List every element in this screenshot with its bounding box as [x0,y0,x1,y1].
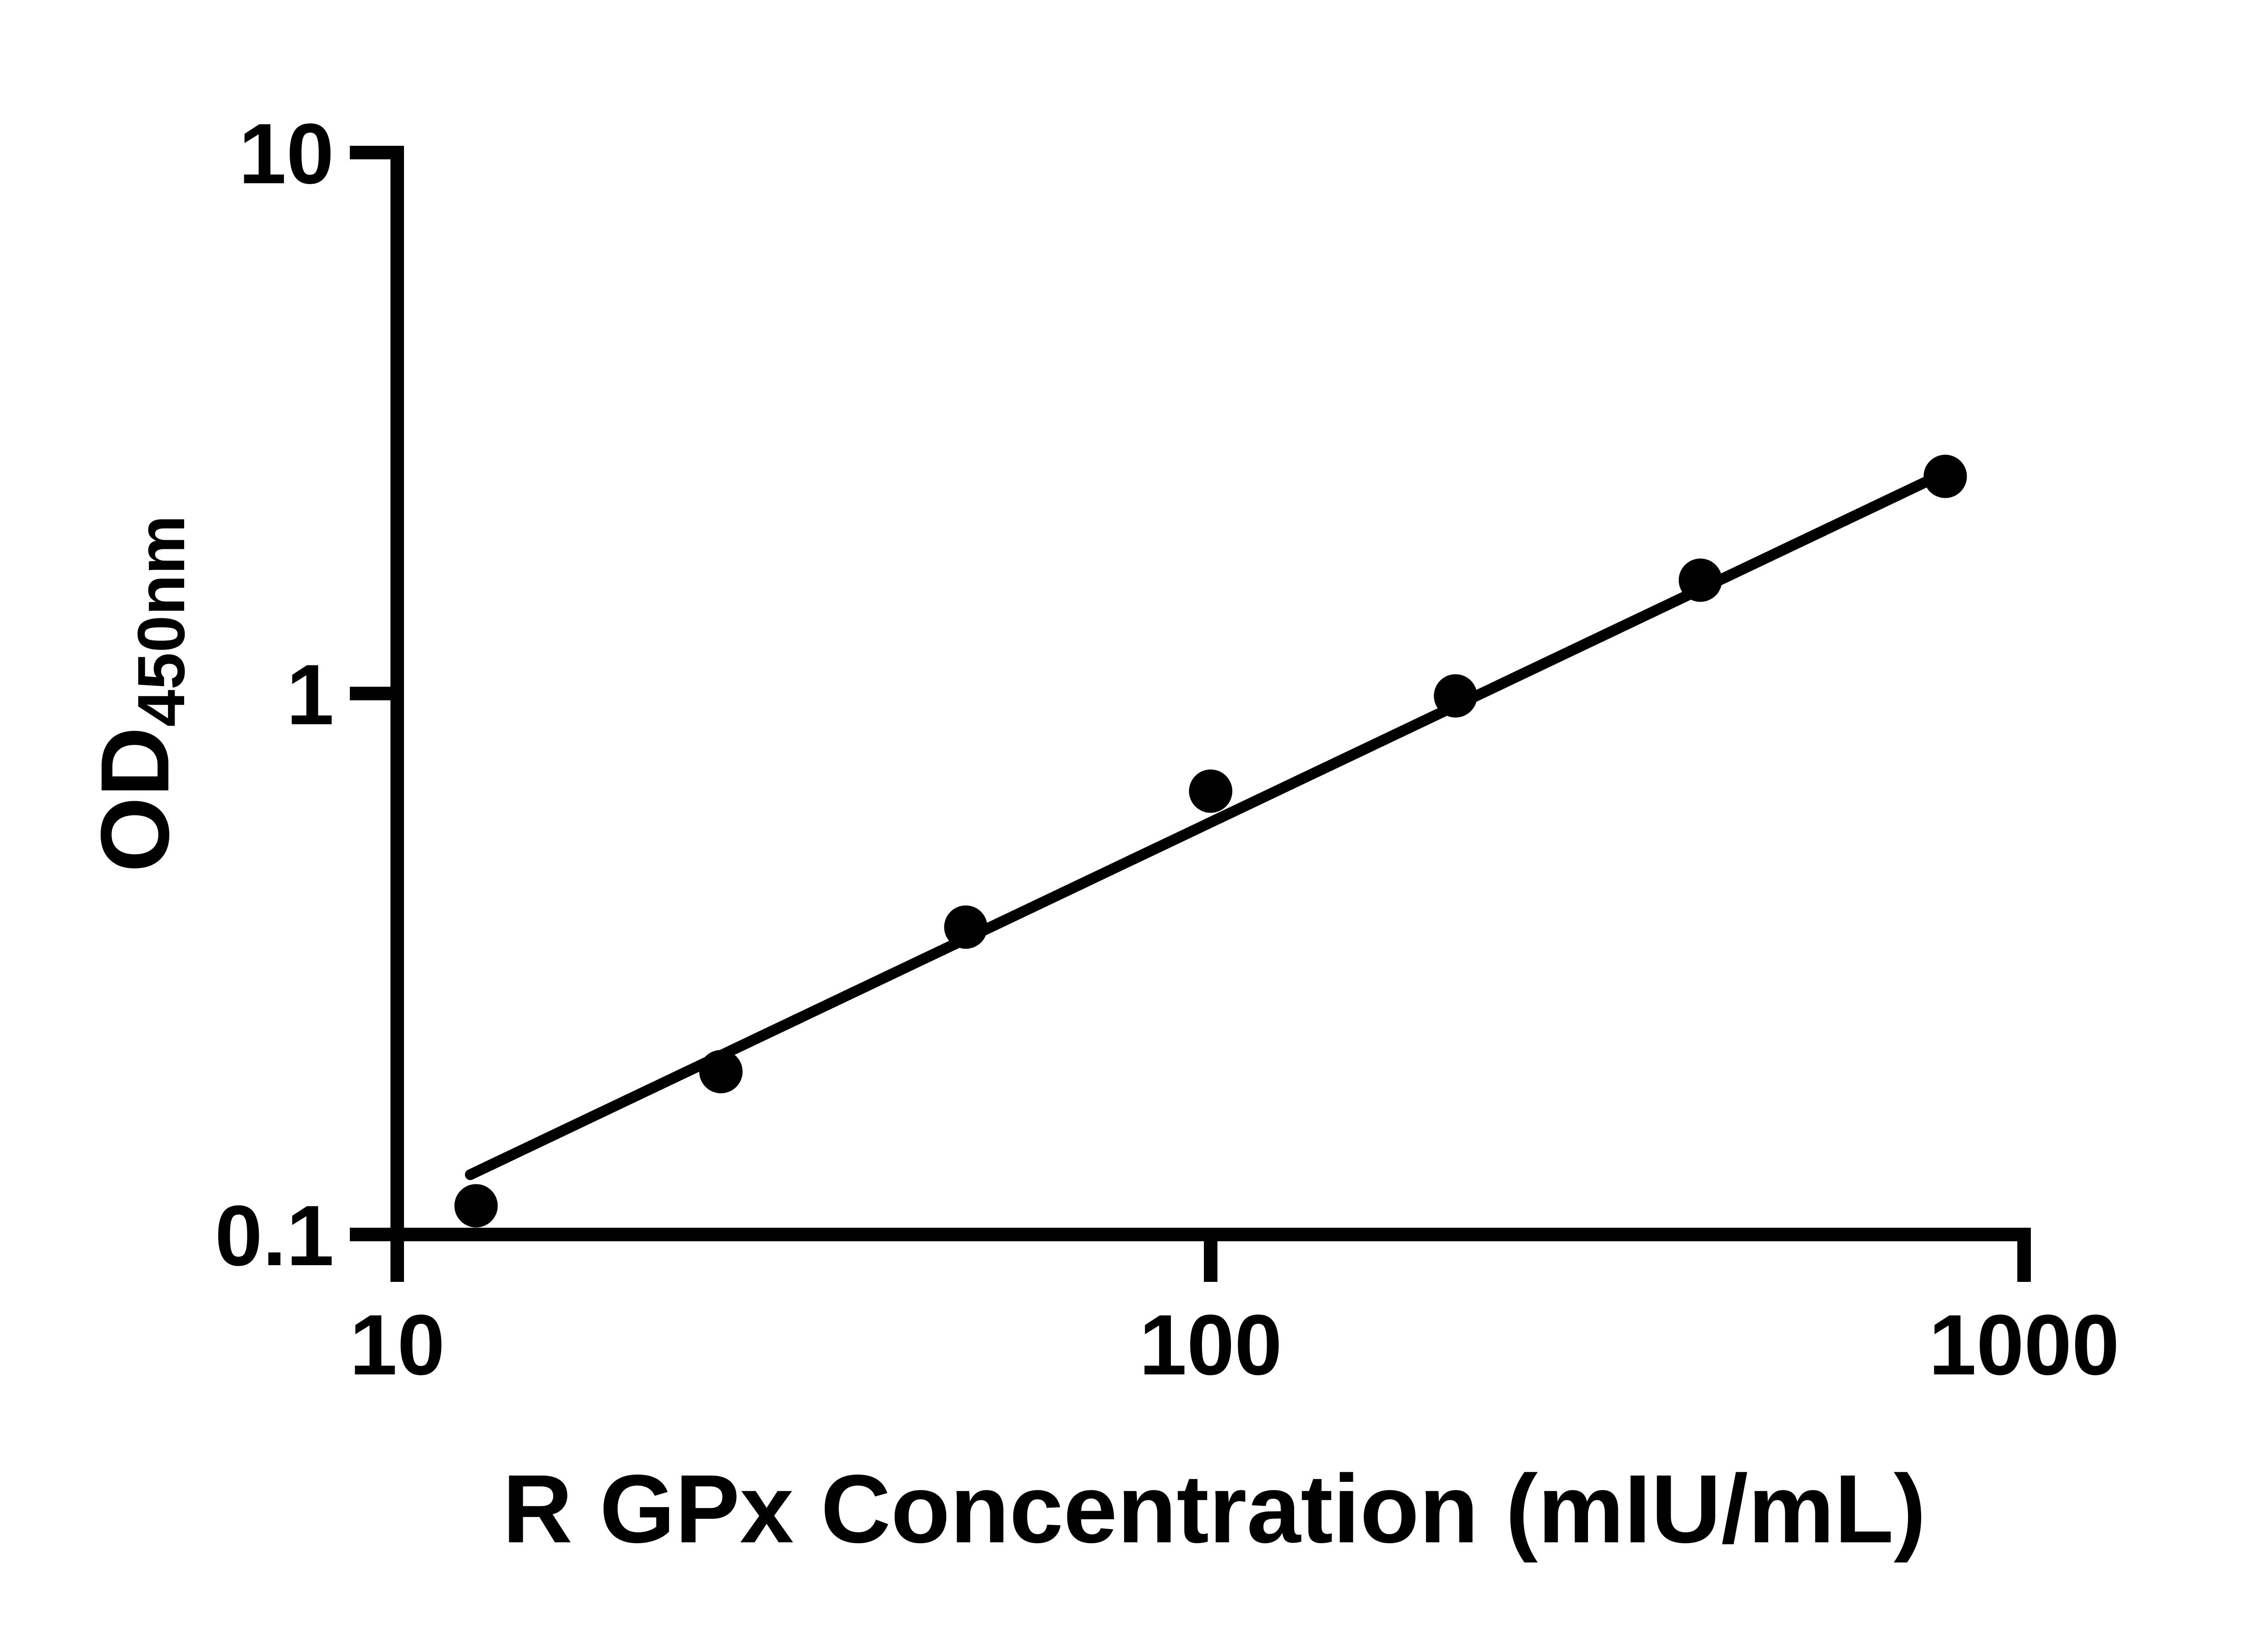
data-point-marker [699,1050,743,1094]
y-tick-label: 0.1 [215,1188,334,1284]
trend-line [465,467,1951,1180]
data-point-marker [454,1184,498,1228]
data-point-marker [1189,769,1232,813]
y-axis-title: OD450nm [80,515,199,872]
data-point-marker [944,905,988,949]
x-axis-title: R GPx Concentration (mIU/mL) [502,1454,1926,1563]
data-point-marker [1923,455,1967,498]
axis-frame [390,146,2031,1241]
axis-ticks [350,146,2031,1282]
y-tick-label: 10 [239,106,334,202]
y-axis-title-main: OD [80,727,189,872]
x-tick-label: 100 [1139,1297,1282,1393]
data-point-marker [1434,674,1477,718]
y-tick-label: 1 [286,647,334,743]
x-tick-label: 10 [349,1297,445,1393]
y-axis-title-subscript: 450nm [124,515,199,727]
data-points [454,455,1967,1228]
data-point-marker [1678,558,1722,602]
axis-tick-labels: 10 100 1000 0.1 1 10 [215,106,2119,1393]
x-tick-label: 1000 [1929,1297,2120,1393]
